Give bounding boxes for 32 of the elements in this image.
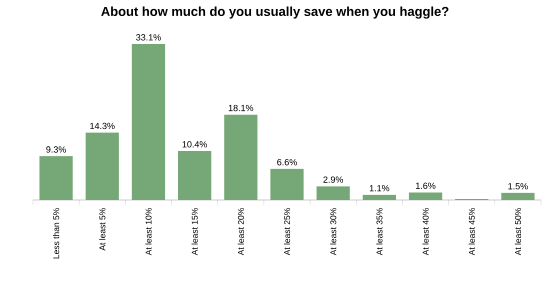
data-label: 2.9% (323, 176, 344, 183)
x-tick-label: At least 15% (192, 208, 198, 256)
x-tick-label: At least 40% (422, 208, 429, 256)
bar (270, 168, 304, 200)
x-tick-label: At least 20% (238, 208, 244, 256)
data-label: 18.1% (228, 104, 254, 112)
bar (86, 132, 119, 200)
x-tick-label: At least 10% (145, 208, 152, 256)
data-label: 9.3% (46, 146, 66, 153)
data-label: 33.1% (136, 34, 161, 41)
x-tick-label: Less than 5% (52, 208, 60, 258)
bar (501, 192, 535, 200)
bar (39, 156, 73, 200)
bar (224, 114, 258, 200)
data-label: 1.5% (508, 183, 528, 190)
x-tick-label: At least 45% (468, 208, 475, 256)
bar (316, 186, 350, 200)
data-label: 1.1% (370, 185, 390, 192)
bar (408, 192, 442, 200)
data-label: 6.6% (277, 159, 297, 166)
data-label: 1.6% (416, 182, 436, 189)
data-label: 14.3% (90, 122, 115, 130)
chart-title: About how much do you usually save when you haggle? (101, 6, 448, 19)
x-tick-label: At least 30% (330, 208, 336, 256)
x-tick-label: At least 35% (376, 208, 382, 256)
bar (132, 44, 166, 200)
x-tick-label: At least 25% (284, 208, 290, 256)
x-tick-label: At least 50% (514, 208, 522, 256)
bar (362, 194, 396, 200)
bar (178, 150, 212, 200)
data-label: 10.4% (182, 141, 208, 148)
x-tick-label: At least 5% (99, 208, 106, 251)
